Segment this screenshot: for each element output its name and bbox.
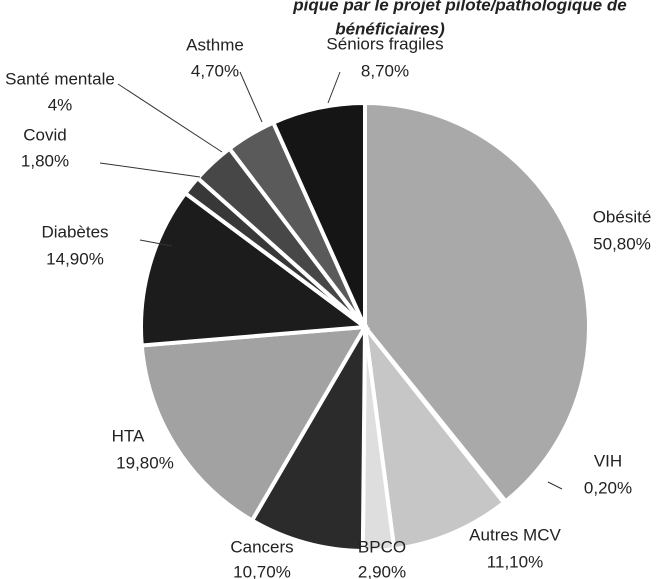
slice-label: Cancers [230, 537, 293, 556]
slice-label: Autres MCV [469, 525, 561, 544]
pie-slice [139, 324, 369, 524]
chart-title: pique par le projet pilote/pathologique … [292, 0, 626, 14]
slice-label: Covid [23, 125, 66, 144]
chart-title: bénéficiaires) [335, 19, 445, 38]
slice-label: Obésité [593, 207, 652, 226]
leader-line [139, 239, 173, 247]
slice-value-label: 4,70% [191, 61, 239, 80]
pie-slice [249, 319, 368, 554]
slice-label: VIH [594, 451, 622, 470]
leader-line [327, 71, 341, 104]
pie-slice [362, 320, 507, 552]
slice-value-label: 14,90% [46, 249, 104, 268]
leader-line [117, 83, 223, 153]
slice-label: Séniors fragiles [326, 34, 443, 53]
leader-line [239, 71, 263, 123]
leader-line [99, 162, 201, 178]
slice-value-label: 8,70% [361, 61, 409, 80]
pie-slice [139, 190, 371, 348]
slice-label: BPCO [358, 537, 406, 556]
leader-line [547, 481, 563, 490]
pie-slice [363, 100, 591, 505]
slice-value-label: 50,80% [593, 234, 651, 253]
slice-label: Asthme [186, 35, 244, 54]
slice-value-label: 19,80% [116, 453, 174, 472]
slice-value-label: 0,20% [584, 478, 632, 497]
slice-label: Santé mentale [5, 69, 115, 88]
slice-label: Diabètes [41, 222, 108, 241]
slice-value-label: 2,90% [358, 562, 406, 579]
slice-value-label: 11,10% [487, 552, 543, 571]
pie-slice [270, 100, 367, 328]
slice-value-label: 1,80% [21, 151, 69, 170]
slice-value-label: 10,70% [233, 562, 291, 579]
slice-label: HTA [112, 426, 145, 445]
slice-value-label: 4% [48, 95, 73, 114]
